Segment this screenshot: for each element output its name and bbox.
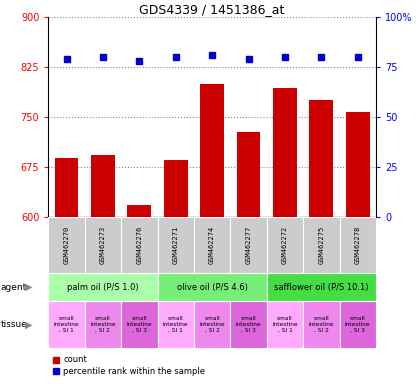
Text: small
intestine
, SI 1: small intestine , SI 1 — [163, 316, 189, 333]
FancyBboxPatch shape — [158, 217, 194, 273]
FancyBboxPatch shape — [158, 301, 194, 348]
FancyBboxPatch shape — [48, 217, 85, 273]
FancyBboxPatch shape — [48, 301, 85, 348]
Text: agent: agent — [1, 283, 27, 291]
Text: olive oil (P/S 4.6): olive oil (P/S 4.6) — [177, 283, 247, 291]
Bar — [128, 205, 151, 384]
Bar — [91, 155, 115, 384]
FancyBboxPatch shape — [194, 217, 230, 273]
FancyBboxPatch shape — [267, 273, 376, 301]
Text: GSM462275: GSM462275 — [318, 226, 324, 264]
Bar — [55, 158, 79, 384]
Text: GSM462274: GSM462274 — [209, 226, 215, 264]
FancyBboxPatch shape — [339, 217, 376, 273]
FancyBboxPatch shape — [194, 301, 230, 348]
Bar — [237, 132, 260, 384]
FancyBboxPatch shape — [267, 301, 303, 348]
Text: GSM462273: GSM462273 — [100, 226, 106, 264]
FancyBboxPatch shape — [158, 273, 267, 301]
Text: GSM462277: GSM462277 — [246, 226, 252, 264]
Text: tissue: tissue — [1, 320, 28, 329]
Text: palm oil (P/S 1.0): palm oil (P/S 1.0) — [67, 283, 139, 291]
Title: GDS4339 / 1451386_at: GDS4339 / 1451386_at — [139, 3, 285, 16]
Text: small
intestine
, SI 2: small intestine , SI 2 — [199, 316, 225, 333]
Text: ▶: ▶ — [25, 282, 33, 292]
Text: small
intestine
, SI 3: small intestine , SI 3 — [236, 316, 261, 333]
Text: small
intestine
, SI 3: small intestine , SI 3 — [126, 316, 152, 333]
Text: small
intestine
, SI 3: small intestine , SI 3 — [345, 316, 370, 333]
Text: small
intestine
, SI 2: small intestine , SI 2 — [90, 316, 116, 333]
Text: small
intestine
, SI 2: small intestine , SI 2 — [308, 316, 334, 333]
Text: ▶: ▶ — [25, 319, 33, 329]
FancyBboxPatch shape — [303, 301, 339, 348]
Legend: count, percentile rank within the sample: count, percentile rank within the sample — [52, 356, 205, 376]
Text: GSM462272: GSM462272 — [282, 226, 288, 264]
FancyBboxPatch shape — [230, 217, 267, 273]
Bar — [164, 161, 188, 384]
FancyBboxPatch shape — [48, 273, 158, 301]
FancyBboxPatch shape — [303, 217, 339, 273]
Text: GSM462276: GSM462276 — [136, 226, 142, 264]
FancyBboxPatch shape — [121, 217, 158, 273]
FancyBboxPatch shape — [230, 301, 267, 348]
FancyBboxPatch shape — [85, 217, 121, 273]
Bar — [273, 88, 297, 384]
Text: GSM462278: GSM462278 — [355, 226, 361, 264]
FancyBboxPatch shape — [267, 217, 303, 273]
FancyBboxPatch shape — [121, 301, 158, 348]
FancyBboxPatch shape — [85, 301, 121, 348]
Bar — [200, 84, 224, 384]
Text: GSM462271: GSM462271 — [173, 226, 178, 264]
Bar — [310, 100, 333, 384]
Text: safflower oil (P/S 10.1): safflower oil (P/S 10.1) — [274, 283, 369, 291]
FancyBboxPatch shape — [339, 301, 376, 348]
Bar — [346, 112, 370, 384]
Text: small
intestine
, SI 1: small intestine , SI 1 — [54, 316, 79, 333]
Text: GSM462270: GSM462270 — [63, 226, 69, 264]
Text: small
intestine
, SI 1: small intestine , SI 1 — [272, 316, 298, 333]
